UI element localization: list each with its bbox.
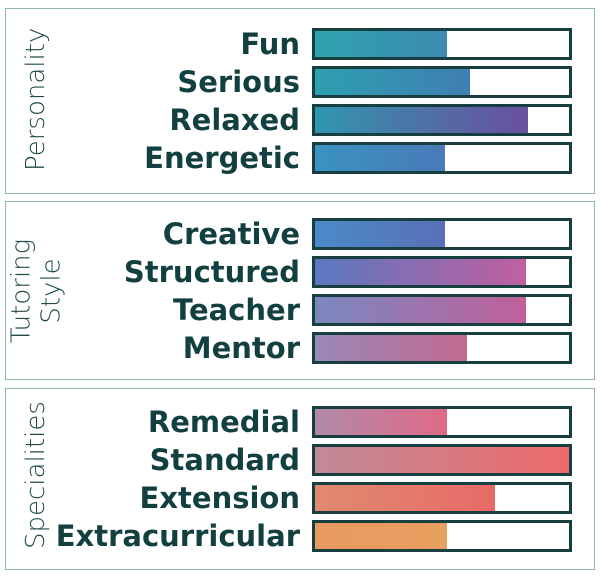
rating-track — [312, 28, 572, 60]
rating-rows: Fun Serious Relaxed Energetic — [6, 9, 594, 193]
rating-track — [312, 520, 572, 552]
rating-label: Energetic — [144, 141, 300, 175]
rating-row: Creative — [6, 216, 594, 251]
rating-bar — [315, 447, 569, 473]
rating-track — [312, 293, 572, 326]
rating-bar — [315, 220, 445, 247]
rating-row: Teacher — [6, 292, 594, 327]
rating-bar — [315, 107, 529, 133]
rating-bar — [315, 296, 526, 323]
rating-label: Serious — [177, 65, 300, 99]
rating-label: Structured — [123, 254, 300, 289]
rating-track — [312, 331, 572, 364]
rating-row: Structured — [6, 254, 594, 289]
panel: Tutoring Style Creative Structured Teacher M… — [5, 201, 595, 380]
rating-label: Extracurricular — [55, 519, 300, 553]
rating-label: Mentor — [182, 330, 300, 365]
rating-track — [312, 142, 572, 174]
rating-track — [312, 482, 572, 514]
rating-track — [312, 406, 572, 438]
rating-track — [312, 217, 572, 250]
rating-label: Creative — [162, 216, 300, 251]
rating-row: Standard — [6, 443, 594, 477]
rating-row: Serious — [6, 65, 594, 99]
rating-label: Remedial — [147, 405, 300, 439]
rating-label: Standard — [149, 443, 300, 477]
rating-row: Remedial — [6, 405, 594, 439]
rating-rows: Remedial Standard Extension Extracurricular — [6, 389, 594, 569]
rating-bar — [315, 523, 448, 549]
panel: Personality Fun Serious Relaxed Energetic — [5, 8, 595, 194]
rating-bar — [315, 334, 468, 361]
rating-bar — [315, 69, 470, 95]
rating-label: Teacher — [173, 292, 300, 327]
rating-track — [312, 66, 572, 98]
rating-row: Energetic — [6, 141, 594, 175]
rating-track — [312, 444, 572, 476]
rating-bar — [315, 31, 448, 57]
rating-row: Relaxed — [6, 103, 594, 137]
rating-bar — [315, 485, 496, 511]
rating-rows: Creative Structured Teacher Mentor — [6, 202, 594, 379]
rating-bar — [315, 409, 448, 435]
rating-track — [312, 255, 572, 288]
rating-row: Extension — [6, 481, 594, 515]
rating-label: Relaxed — [169, 103, 300, 137]
rating-bar — [315, 258, 526, 285]
rating-row: Mentor — [6, 330, 594, 365]
rating-bar — [315, 145, 445, 171]
panel: Specialities Remedial Standard Extension Ext… — [5, 388, 595, 570]
rating-label: Extension — [139, 481, 300, 515]
rating-track — [312, 104, 572, 136]
rating-label: Fun — [240, 27, 300, 61]
rating-row: Extracurricular — [6, 519, 594, 553]
rating-row: Fun — [6, 27, 594, 61]
